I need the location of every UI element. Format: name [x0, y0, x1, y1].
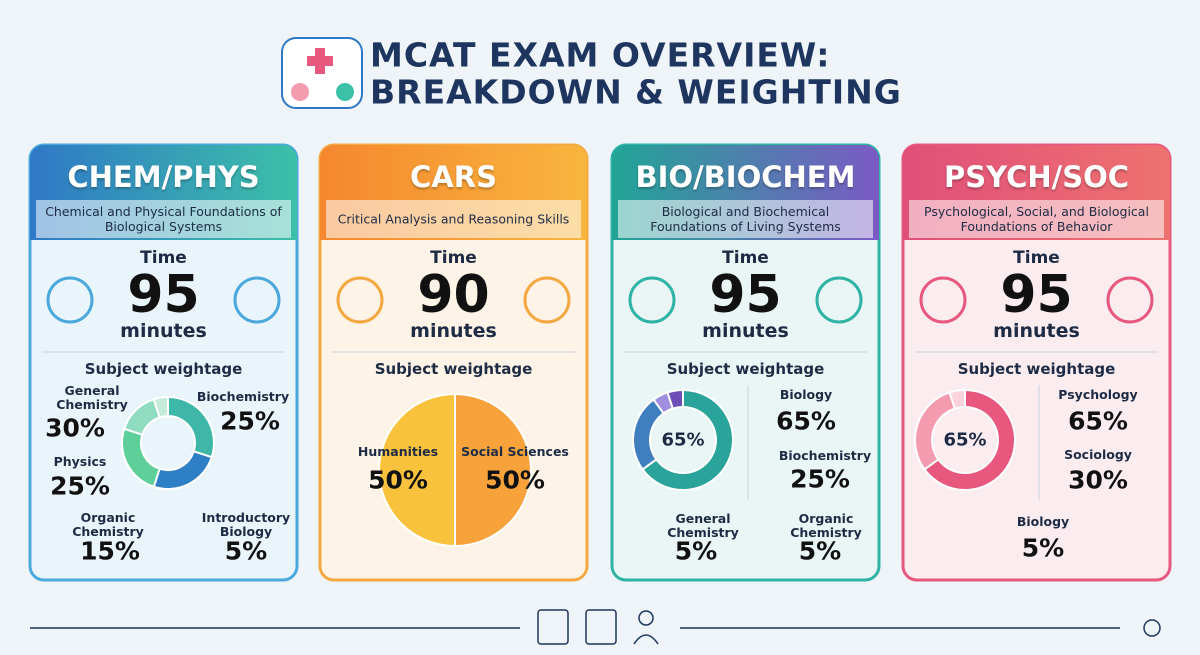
weightage-label: Subject weightage	[84, 360, 243, 378]
subject-value: 25%	[790, 464, 850, 494]
title: MCAT EXAM OVERVIEW:	[370, 35, 831, 75]
subject-value: 15%	[80, 536, 140, 566]
donut-center-label: 65%	[943, 429, 987, 451]
time-unit: minutes	[120, 320, 207, 342]
subject-value: 30%	[1068, 465, 1128, 495]
donut-center-label: 65%	[661, 429, 705, 451]
donut-segment	[378, 392, 456, 548]
subject-value: 30%	[45, 413, 105, 443]
icon	[233, 276, 281, 324]
subject-value: 65%	[1068, 406, 1128, 436]
donut-segment	[152, 395, 169, 419]
donut-segment	[923, 388, 1016, 491]
subject-value: 5%	[1021, 533, 1065, 563]
time-unit: minutes	[993, 320, 1080, 342]
icon	[46, 276, 94, 324]
subject-value: 50%	[368, 465, 428, 495]
cards	[28, 143, 1172, 582]
donut-segment	[666, 388, 684, 410]
title: BREAKDOWN & WEIGHTING	[370, 72, 902, 112]
card-title: CHEM/PHYS	[67, 160, 260, 194]
subject-name: Humanities	[357, 444, 439, 459]
subject-value: 50%	[485, 465, 545, 495]
icon	[919, 276, 967, 324]
icon	[815, 276, 863, 324]
subject-name: General Chemistry	[667, 511, 739, 540]
subtitle-band	[618, 200, 873, 238]
icon	[336, 276, 384, 324]
time-label: Time	[1013, 248, 1060, 268]
weightage-label: Subject weightage	[374, 360, 533, 378]
icon	[523, 276, 571, 324]
subject-name: Social Sciences	[461, 444, 569, 459]
time-value: 90	[417, 265, 490, 325]
logo	[281, 37, 363, 109]
subtitle-band	[909, 200, 1164, 238]
donut-segment	[641, 388, 734, 491]
time-value: 95	[1000, 265, 1073, 325]
donut-segment	[454, 392, 532, 548]
time-value: 95	[709, 265, 782, 325]
time-unit: minutes	[702, 320, 789, 342]
subject-name: Psychology	[1058, 387, 1138, 402]
donut-segment	[948, 388, 966, 410]
subtitle-band	[326, 200, 581, 238]
subject-value: 5%	[224, 536, 268, 566]
subject-name: Biology	[779, 387, 833, 402]
footer-rule	[30, 609, 1161, 645]
subject-value: 65%	[776, 406, 836, 436]
subject-name: Biology	[1016, 514, 1070, 529]
weightage-label: Subject weightage	[957, 360, 1116, 378]
card-subtitle: Critical Analysis and Reasoning Skills	[337, 211, 570, 227]
subject-value: 5%	[798, 536, 842, 566]
subject-name: Sociology	[1064, 447, 1132, 462]
subject-value: 25%	[50, 471, 110, 501]
time-value: 95	[127, 265, 200, 325]
card-title: CARS	[410, 160, 497, 194]
subject-name: General Chemistry	[56, 383, 128, 412]
card-subtitle: Chemical and Physical Foundations of Bio…	[45, 204, 282, 234]
subject-name: Biochemistry	[196, 389, 290, 404]
card-subtitle: Psychological, Social, and Biological Fo…	[924, 204, 1149, 234]
time-label: Time	[140, 248, 187, 268]
subject-value: 5%	[674, 536, 718, 566]
card-subtitle: Biological and Biochemical Foundations o…	[650, 204, 841, 234]
subject-name: Organic Chemistry	[72, 510, 144, 539]
icon	[628, 276, 676, 324]
card-title: BIO/BIOCHEM	[635, 160, 856, 194]
time-label: Time	[430, 248, 477, 268]
card-title: PSYCH/SOC	[943, 160, 1130, 194]
subtitle-band	[36, 200, 291, 238]
subject-name: Physics	[53, 454, 107, 469]
subject-value: 25%	[220, 406, 280, 436]
subject-name: Biochemistry	[778, 448, 872, 463]
time-label: Time	[722, 248, 769, 268]
subject-name: Organic Chemistry	[790, 511, 862, 540]
subject-name: Introductory Biology	[201, 510, 291, 539]
icon	[1106, 276, 1154, 324]
weightage-label: Subject weightage	[666, 360, 825, 378]
time-unit: minutes	[410, 320, 497, 342]
